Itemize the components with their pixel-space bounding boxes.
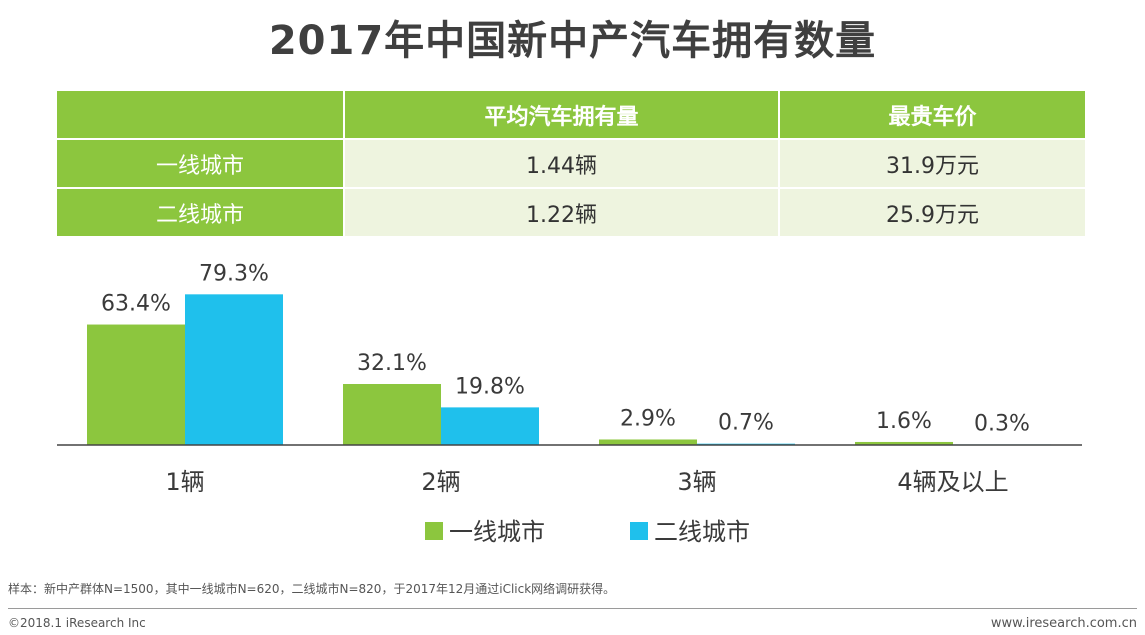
legend-swatch: [630, 522, 648, 540]
row-price-value: 31.9万元: [778, 138, 1087, 189]
legend-label: 二线城市: [654, 518, 750, 546]
row-label: 二线城市: [55, 187, 345, 238]
x-tick-label: 3辆: [677, 468, 716, 496]
bar-tier2: [185, 294, 283, 445]
table-header-blank: [55, 89, 345, 140]
bar-chart: 63.4% 79.3% 1辆 32.1% 19.8% 2辆 2.9% 0.7% 3辆 1.6% 0.…: [57, 261, 1082, 546]
bar-tier1: [87, 324, 185, 445]
row-avg-value: 1.44辆: [343, 138, 780, 189]
x-tick-label: 1辆: [165, 468, 204, 496]
footer-divider: [8, 608, 1137, 609]
data-label: 19.8%: [455, 374, 525, 399]
data-label: 79.3%: [199, 261, 269, 286]
page-title: 2017年中国新中产汽车拥有数量: [268, 18, 877, 64]
table-row: 一线城市 1.44辆 31.9万元: [55, 138, 1087, 189]
data-label: 0.3%: [974, 411, 1030, 436]
summary-table: 平均汽车拥有量 最贵车价 一线城市 1.44辆 31.9万元 二线城市 1.22…: [55, 89, 1087, 238]
row-label: 一线城市: [55, 138, 345, 189]
copyright-text: ©2018.1 iResearch Inc: [8, 616, 146, 630]
data-label: 63.4%: [101, 292, 171, 317]
x-tick-label: 2辆: [421, 468, 460, 496]
data-label: 32.1%: [357, 351, 427, 376]
table-header-row: 平均汽车拥有量 最贵车价: [55, 89, 1087, 140]
table-header-avg: 平均汽车拥有量: [343, 89, 780, 140]
bar-tier1: [343, 384, 441, 445]
website-text: www.iresearch.com.cn: [990, 616, 1137, 631]
table-row: 二线城市 1.22辆 25.9万元: [55, 187, 1087, 238]
data-label: 1.6%: [876, 409, 932, 434]
sample-note: 样本：新中产群体N=1500，其中一线城市N=620，二线城市N=820，于20…: [8, 582, 616, 596]
bar-tier1: [855, 441, 953, 445]
bar-tier2: [441, 407, 539, 445]
x-tick-label: 4辆及以上: [897, 468, 1008, 496]
legend-swatch: [425, 522, 443, 540]
bar-tier1: [599, 439, 697, 445]
data-label: 2.9%: [620, 406, 676, 431]
data-label: 0.7%: [718, 411, 774, 436]
row-avg-value: 1.22辆: [343, 187, 780, 238]
table-header-price: 最贵车价: [778, 89, 1087, 140]
legend-label: 一线城市: [449, 518, 545, 546]
row-price-value: 25.9万元: [778, 187, 1087, 238]
